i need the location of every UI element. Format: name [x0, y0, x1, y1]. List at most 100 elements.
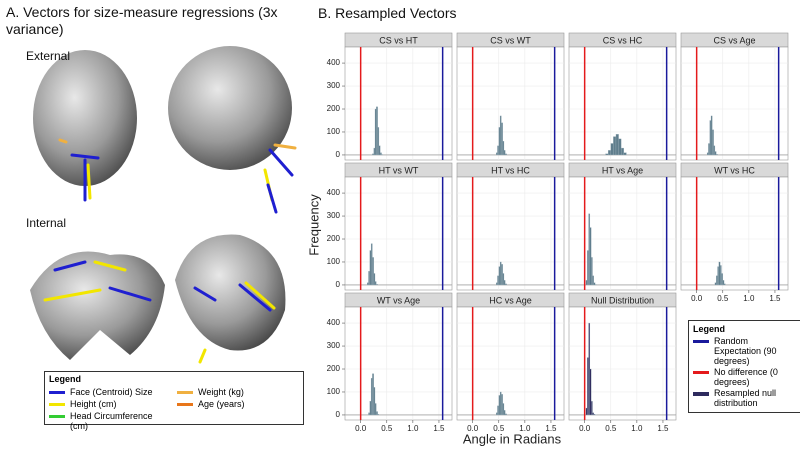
bar: [498, 266, 501, 286]
y-tick-label: 200: [327, 234, 341, 243]
y-tick-label: 100: [327, 387, 341, 396]
bar: [373, 273, 376, 286]
bar: [585, 407, 588, 416]
legend-item: Resampled null distribution: [693, 388, 797, 408]
legend-swatch: [177, 391, 193, 394]
bar: [502, 141, 505, 156]
panel: [456, 176, 565, 291]
bar: [499, 261, 502, 286]
strip-label: CS vs HC: [603, 35, 643, 45]
bar: [618, 138, 622, 156]
bar: [369, 250, 372, 286]
panel: [680, 46, 789, 161]
bar: [607, 150, 611, 156]
bar: [370, 378, 373, 416]
panel: [344, 306, 453, 421]
bar: [587, 250, 589, 286]
bar: [497, 145, 499, 156]
bar: [592, 275, 594, 286]
bar: [376, 106, 378, 156]
y-tick-label: 300: [327, 211, 341, 220]
x-tick-label: 1.0: [631, 424, 643, 433]
bar: [499, 115, 502, 156]
bar: [591, 401, 593, 416]
bar: [708, 143, 710, 156]
x-tick-label: 1.5: [545, 424, 557, 433]
bar: [495, 412, 498, 416]
bar: [377, 127, 380, 156]
bar: [717, 266, 719, 286]
panel: [456, 306, 565, 421]
bar: [505, 153, 507, 156]
bar: [495, 282, 498, 286]
x-tick-label: 0.0: [355, 424, 367, 433]
bar: [497, 405, 499, 416]
y-tick-label: 0: [336, 150, 341, 159]
bar: [374, 108, 377, 156]
bar: [592, 412, 594, 416]
panel-b-title: B. Resampled Vectors: [318, 5, 457, 21]
x-tick-label: 1.5: [657, 424, 669, 433]
strip-label: CS vs HT: [379, 35, 418, 45]
bar: [593, 282, 596, 286]
bar: [706, 152, 709, 156]
bar: [613, 136, 617, 156]
bar: [498, 395, 501, 416]
y-tick-label: 300: [327, 81, 341, 90]
legend-label: Age (years): [198, 399, 245, 409]
bar: [591, 257, 593, 286]
legend-item: Face (Centroid) Size: [49, 387, 171, 397]
legend-label: Face (Centroid) Size: [70, 387, 153, 397]
bar: [373, 387, 376, 416]
bar: [588, 322, 591, 416]
bar: [503, 280, 506, 286]
legend-swatch: [49, 403, 65, 406]
panel: [568, 46, 677, 161]
x-tick-label: 0.0: [467, 424, 479, 433]
x-tick-label: 0.5: [605, 424, 617, 433]
panel: [344, 46, 453, 161]
x-tick-label: 1.0: [407, 424, 419, 433]
bar: [585, 280, 588, 286]
legend-item: Weight (kg): [177, 387, 299, 397]
bar: [374, 403, 377, 416]
legend-items: Face (Centroid) Size Height (cm) Head Circ…: [49, 386, 299, 432]
strip-label: CS vs Age: [713, 35, 755, 45]
bar: [497, 275, 499, 286]
legend-label: Weight (kg): [198, 387, 244, 397]
panel: [680, 176, 789, 291]
bar: [501, 264, 503, 286]
strip-label: CS vs WT: [490, 35, 531, 45]
bar: [502, 403, 505, 416]
legend-label: Random Expectation (90 degrees): [714, 336, 777, 366]
y-tick-label: 200: [327, 364, 341, 373]
bar: [367, 282, 369, 286]
bar: [587, 357, 589, 416]
x-tick-label: 0.0: [579, 424, 591, 433]
bar: [368, 271, 370, 286]
bar: [593, 414, 596, 416]
panel: [456, 46, 565, 161]
bar: [377, 414, 380, 416]
x-tick-label: 0.5: [381, 424, 393, 433]
bar: [615, 134, 619, 156]
bar: [380, 152, 382, 156]
bar: [372, 373, 374, 416]
legend-item: Age (years): [177, 399, 299, 409]
bar: [370, 243, 373, 286]
y-tick-label: 400: [327, 188, 341, 197]
y-tick-label: 300: [327, 341, 341, 350]
legend-item: Head Circumference (cm): [49, 411, 171, 431]
bar: [723, 283, 726, 286]
legend-label: Head Circumference (cm): [70, 411, 153, 431]
bar: [712, 129, 714, 156]
legend-swatch: [177, 403, 193, 406]
bar: [374, 281, 377, 286]
bar: [610, 143, 614, 156]
bar: [378, 145, 381, 156]
legend-label: No difference (0 degrees): [714, 367, 778, 387]
bar: [368, 412, 370, 416]
bar: [710, 115, 713, 156]
bar: [716, 154, 718, 156]
